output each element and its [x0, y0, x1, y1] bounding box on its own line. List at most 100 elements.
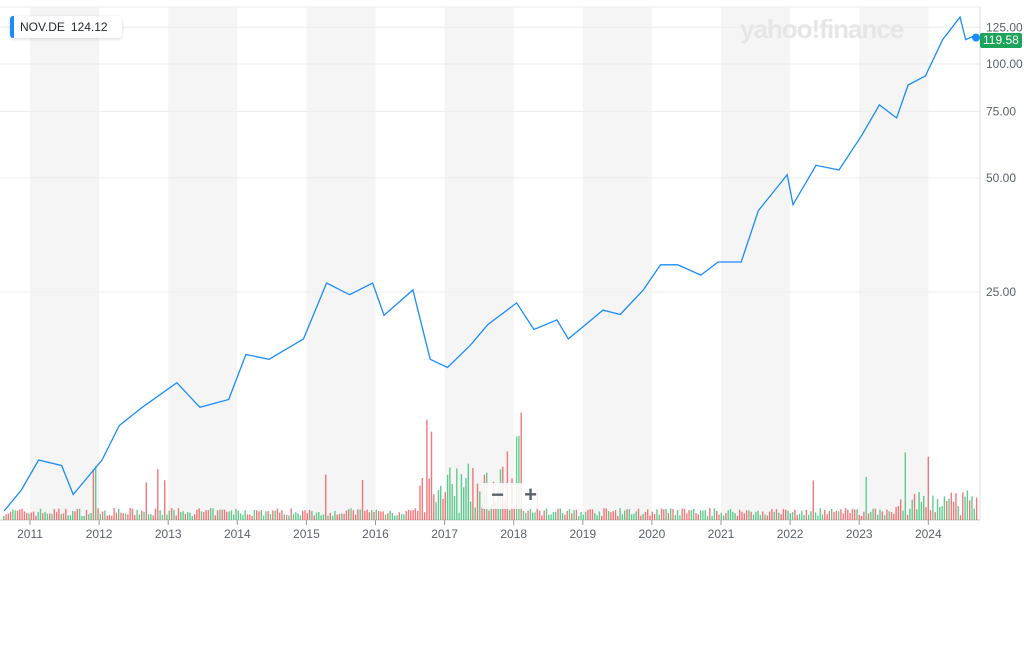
volume-bar: [550, 514, 552, 520]
year-band: [306, 7, 376, 520]
volume-bar: [571, 513, 573, 520]
volume-bar: [375, 509, 377, 520]
volume-bar: [801, 510, 803, 520]
volume-bar: [596, 515, 598, 520]
volume-bar: [941, 505, 943, 520]
y-tick-label: 125.00: [986, 20, 1023, 34]
volume-bar: [672, 509, 674, 520]
volume-bar: [702, 510, 704, 520]
volume-bar: [849, 512, 851, 520]
volume-bar: [791, 512, 794, 520]
volume-bar: [964, 496, 966, 520]
ticker-legend[interactable]: NOV.DE 124.12: [10, 16, 122, 38]
volume-bar: [927, 456, 929, 520]
volume-bar: [193, 514, 196, 520]
volume-bar: [676, 510, 679, 520]
volume-bar: [752, 514, 755, 520]
x-tick-label: 2018: [500, 527, 527, 541]
volume-bar: [207, 510, 210, 520]
volume-bar: [166, 514, 168, 520]
volume-bar: [653, 514, 656, 520]
volume-bar: [361, 479, 364, 520]
volume-bar: [414, 508, 417, 520]
volume-bar: [587, 509, 589, 520]
x-tick-label: 2011: [17, 527, 43, 541]
volume-bar: [548, 514, 550, 520]
x-tick-label: 2012: [86, 527, 113, 541]
volume-bar: [683, 508, 686, 520]
volume-bar: [693, 508, 695, 520]
volume-bar: [743, 513, 745, 520]
volume-bar: [51, 514, 53, 520]
volume-bar: [302, 510, 304, 520]
volume-bar: [237, 510, 239, 520]
volume-bar: [594, 513, 596, 520]
volume-bar: [796, 514, 798, 520]
volume-bar: [152, 515, 154, 520]
volume-bar: [267, 511, 269, 520]
volume-bar: [398, 512, 400, 520]
volume-bar: [504, 500, 506, 520]
volume-bar: [957, 505, 959, 520]
volume-bar: [239, 513, 242, 520]
volume-bar: [189, 512, 191, 520]
volume-bar: [180, 511, 182, 520]
volume-bar: [32, 511, 35, 520]
volume-bar: [920, 502, 923, 520]
year-band: [721, 7, 791, 520]
volume-bar: [667, 513, 670, 520]
x-tick-label: 2013: [155, 527, 182, 541]
volume-bar: [906, 514, 909, 520]
volume-bar: [879, 509, 881, 520]
volume-bar: [451, 484, 453, 520]
volume-bar: [315, 512, 318, 520]
volume-bar: [863, 511, 865, 520]
volume-bar: [582, 514, 584, 520]
zoom-in-button[interactable]: +: [524, 482, 537, 507]
volume-bar: [76, 508, 78, 520]
volume-bar: [860, 515, 863, 520]
volume-bar: [88, 514, 90, 520]
volume-bar: [242, 514, 244, 520]
volume-bar: [394, 515, 396, 520]
volume-bar: [46, 513, 49, 520]
volume-bar: [525, 512, 527, 520]
volume-bar: [545, 508, 548, 520]
volume-bar: [104, 510, 106, 520]
volume-bar: [918, 492, 920, 520]
volume-bar: [423, 512, 426, 520]
volume-bar: [605, 508, 607, 520]
volume-bar: [614, 510, 617, 520]
volume-bar: [184, 513, 187, 520]
zoom-out-button[interactable]: −: [491, 482, 504, 507]
volume-bar: [384, 514, 387, 520]
volume-bar: [844, 508, 847, 520]
volume-bar: [292, 513, 295, 520]
volume-bar: [975, 497, 978, 520]
volume-bar: [695, 513, 697, 520]
volume-bar: [366, 509, 368, 520]
x-tick-label: 2023: [846, 527, 873, 541]
volume-bar: [962, 492, 964, 520]
volume-bar: [610, 512, 612, 520]
volume-bar: [437, 490, 440, 520]
volume-bar: [637, 508, 640, 520]
current-price-tag: 119.58: [980, 33, 1022, 48]
volume-bar: [325, 474, 327, 520]
volume-bar: [320, 515, 322, 520]
volume-bar: [442, 498, 444, 520]
volume-bar: [541, 515, 543, 520]
volume-bar: [557, 508, 559, 520]
volume-bar: [812, 480, 814, 520]
volume-bar: [762, 511, 764, 520]
volume-bar: [444, 492, 446, 520]
volume-bar: [191, 515, 193, 520]
volume-bar: [60, 513, 62, 520]
volume-bar: [65, 508, 67, 520]
volume-bar: [568, 509, 571, 520]
volume-bar: [122, 513, 124, 520]
volume-bar: [276, 508, 279, 520]
volume-bar: [900, 499, 902, 520]
volume-bar: [803, 515, 805, 520]
